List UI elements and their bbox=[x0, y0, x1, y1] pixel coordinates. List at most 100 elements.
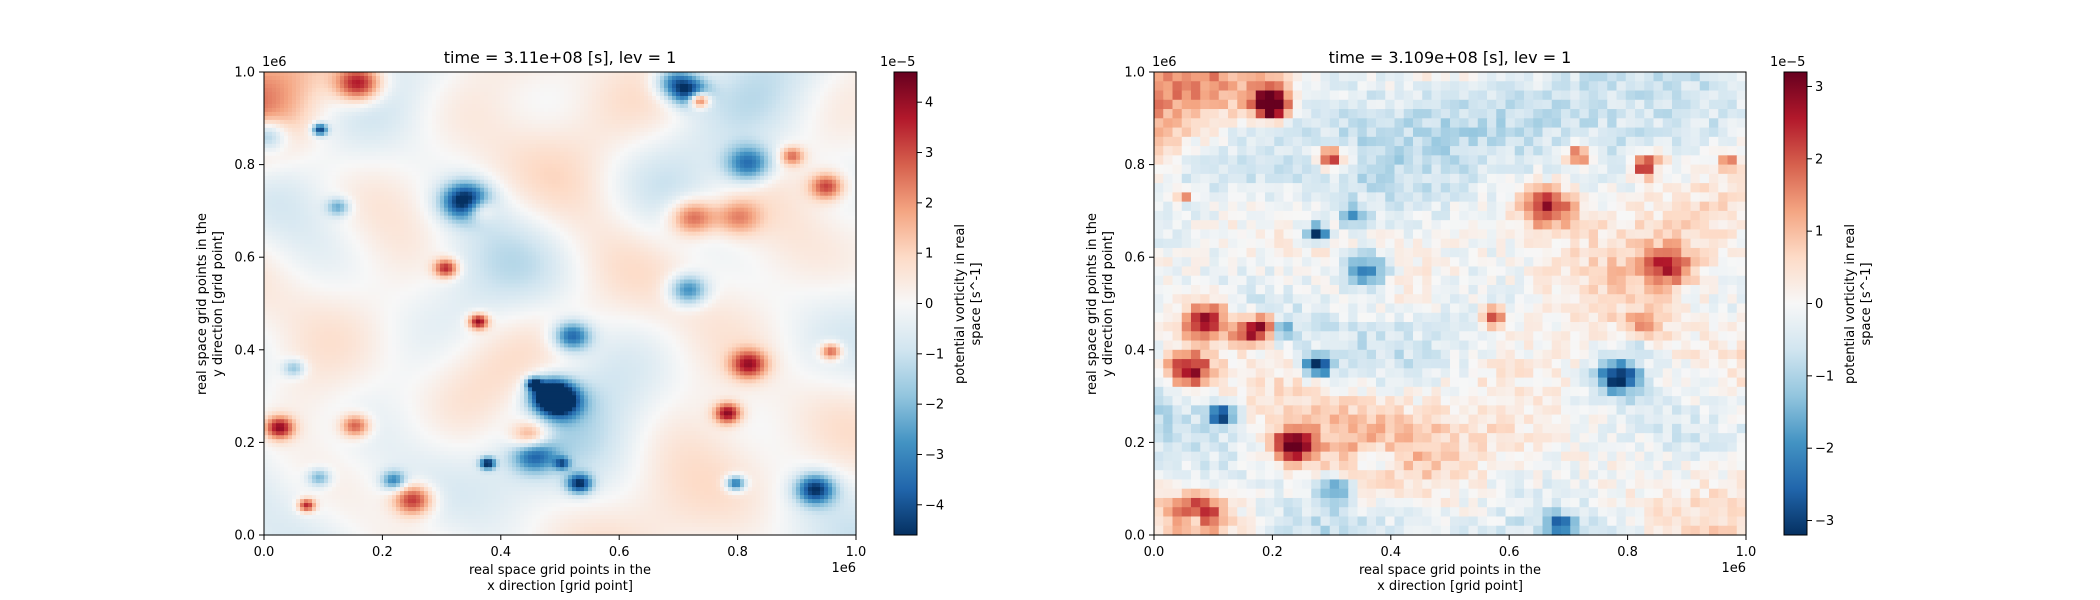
heatmap-cell bbox=[580, 172, 585, 177]
heatmap-cell bbox=[268, 192, 273, 197]
heatmap-cell bbox=[600, 96, 605, 101]
heatmap-cell bbox=[424, 140, 429, 145]
heatmap-cell bbox=[720, 176, 725, 181]
heatmap-cell bbox=[816, 80, 821, 85]
heatmap-cell bbox=[544, 132, 549, 137]
heatmap-cell bbox=[844, 100, 849, 105]
heatmap-cell bbox=[632, 108, 637, 113]
heatmap-cell bbox=[712, 176, 717, 181]
heatmap-cell bbox=[800, 168, 805, 173]
heatmap-cell bbox=[284, 96, 289, 101]
heatmap-cell bbox=[356, 192, 361, 197]
heatmap-cell bbox=[448, 180, 453, 185]
heatmap-cell bbox=[584, 188, 589, 193]
heatmap-cell bbox=[520, 132, 525, 137]
heatmap-cell bbox=[280, 184, 285, 189]
heatmap-cell bbox=[652, 180, 657, 185]
heatmap-cell bbox=[644, 172, 649, 177]
heatmap-cell bbox=[568, 136, 573, 141]
heatmap-cell bbox=[752, 92, 757, 97]
heatmap-cell bbox=[348, 156, 353, 161]
heatmap-cell bbox=[412, 196, 417, 201]
heatmap-cell bbox=[836, 120, 841, 125]
heatmap-cell bbox=[292, 184, 297, 189]
heatmap-cell bbox=[308, 168, 313, 173]
heatmap-cell bbox=[412, 180, 417, 185]
heatmap-cell bbox=[308, 108, 313, 113]
heatmap-cell bbox=[380, 84, 385, 89]
heatmap-cell bbox=[760, 116, 765, 121]
heatmap-cell bbox=[472, 88, 477, 93]
heatmap-cell bbox=[808, 196, 813, 201]
heatmap-cell bbox=[376, 180, 381, 185]
heatmap-cell bbox=[544, 180, 549, 185]
heatmap-cell bbox=[464, 128, 469, 133]
heatmap-cell bbox=[596, 108, 601, 113]
heatmap-cell bbox=[580, 112, 585, 117]
heatmap-cell bbox=[736, 192, 741, 197]
heatmap-cell bbox=[692, 80, 697, 85]
heatmap-cell bbox=[680, 176, 685, 181]
heatmap-cell bbox=[584, 148, 589, 153]
heatmap-cell bbox=[804, 72, 809, 77]
heatmap-cell bbox=[832, 148, 837, 153]
heatmap-cell bbox=[704, 88, 709, 93]
heatmap-cell bbox=[328, 120, 333, 125]
heatmap-cell bbox=[636, 84, 641, 89]
heatmap-cell bbox=[608, 172, 613, 177]
heatmap-cell bbox=[468, 184, 473, 189]
heatmap-cell bbox=[288, 188, 293, 193]
heatmap-cell bbox=[472, 116, 477, 121]
heatmap-cell bbox=[364, 148, 369, 153]
heatmap-cell bbox=[836, 108, 841, 113]
heatmap-cell bbox=[400, 136, 405, 141]
heatmap-cell bbox=[716, 184, 721, 189]
heatmap-cell bbox=[712, 112, 717, 117]
heatmap-cell bbox=[604, 104, 609, 109]
heatmap-cell bbox=[504, 120, 509, 125]
heatmap-cell bbox=[504, 132, 509, 137]
heatmap-cell bbox=[792, 124, 797, 129]
heatmap-cell bbox=[484, 100, 489, 105]
heatmap-cell bbox=[700, 152, 705, 157]
heatmap-cell bbox=[564, 80, 569, 85]
heatmap-cell bbox=[552, 96, 557, 101]
heatmap-cell bbox=[584, 176, 589, 181]
heatmap-cell bbox=[520, 184, 525, 189]
heatmap-cell bbox=[784, 188, 789, 193]
heatmap-cell bbox=[628, 204, 633, 209]
heatmap-cell bbox=[504, 108, 509, 113]
heatmap-cell bbox=[428, 160, 433, 165]
heatmap-cell bbox=[264, 140, 269, 145]
heatmap-cell bbox=[776, 152, 781, 157]
heatmap-cell bbox=[340, 192, 345, 197]
heatmap-cell bbox=[692, 184, 697, 189]
heatmap-cell bbox=[696, 116, 701, 121]
heatmap-cell bbox=[392, 140, 397, 145]
heatmap-cell bbox=[548, 132, 553, 137]
heatmap-cell bbox=[836, 128, 841, 133]
heatmap-cell bbox=[648, 140, 653, 145]
heatmap-cell bbox=[748, 80, 753, 85]
heatmap-cell bbox=[364, 104, 369, 109]
heatmap-cell bbox=[324, 152, 329, 157]
heatmap-cell bbox=[588, 200, 593, 205]
heatmap-cell bbox=[508, 120, 513, 125]
heatmap-cell bbox=[748, 88, 753, 93]
heatmap-cell bbox=[480, 200, 485, 205]
heatmap-cell bbox=[572, 184, 577, 189]
heatmap-cell bbox=[780, 136, 785, 141]
heatmap-cell bbox=[708, 100, 713, 105]
heatmap-cell bbox=[300, 144, 305, 149]
heatmap-cell bbox=[720, 160, 725, 165]
heatmap-cell bbox=[408, 76, 413, 81]
heatmap-cell bbox=[784, 76, 789, 81]
heatmap-cell bbox=[428, 176, 433, 181]
heatmap-cell bbox=[792, 148, 797, 153]
heatmap-cell bbox=[580, 176, 585, 181]
heatmap-cell bbox=[628, 148, 633, 153]
heatmap-cell bbox=[792, 136, 797, 141]
heatmap-cell bbox=[740, 108, 745, 113]
heatmap-cell bbox=[700, 84, 705, 89]
heatmap-cell bbox=[604, 200, 609, 205]
